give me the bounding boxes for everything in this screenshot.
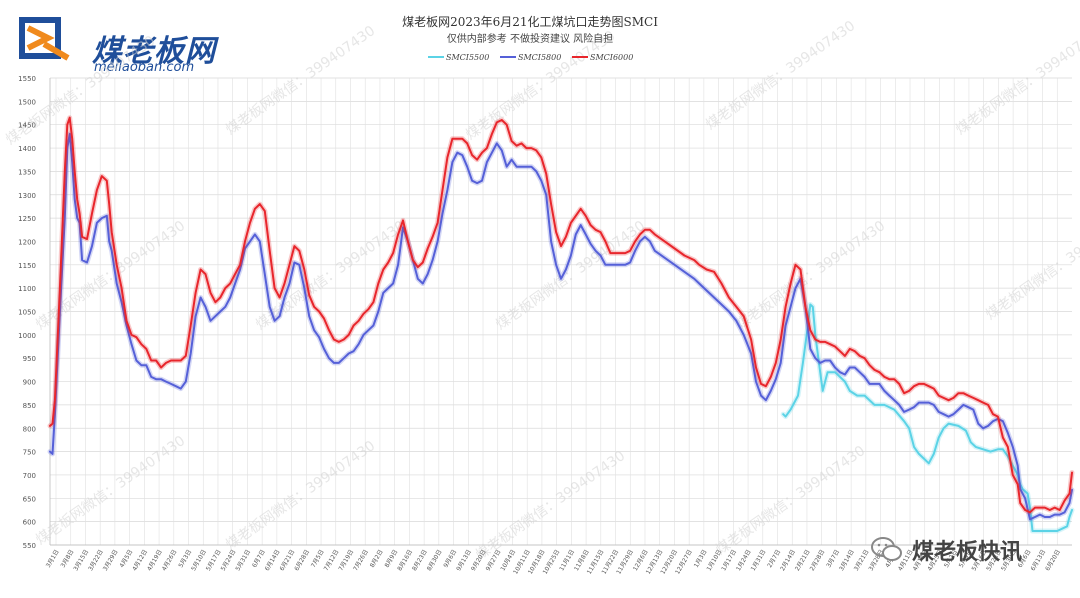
y-tick-label: 1400 (18, 145, 36, 153)
series-line-SMCI6000 (49, 116, 1073, 514)
y-tick-label: 1500 (18, 98, 36, 106)
y-tick-label: 600 (23, 519, 36, 527)
y-tick-label: 1200 (18, 238, 36, 246)
wechat-label: 煤老板快讯 (912, 540, 1023, 565)
chart-subtitle: 仅供内部参考 不做投资建议 风险自担 (447, 32, 613, 45)
logo-text: 煤老板网 (92, 34, 216, 69)
watermark-text: 煤老板网微信：399407430 (713, 443, 868, 558)
watermark-text: 煤老板网微信：399407430 (493, 218, 648, 333)
series-line-SMCI5800 (49, 133, 1073, 521)
y-tick-label: 900 (23, 379, 36, 387)
y-tick-label: 1300 (18, 192, 36, 200)
legend-label: SMCI6000 (590, 53, 633, 62)
logo: 煤老板网 meilaoban.com (18, 14, 238, 75)
watermark-text: 煤老板网微信：399407430 (983, 208, 1080, 323)
legend-label: SMCI5800 (518, 53, 561, 62)
watermark-text: 煤老板网微信：399407430 (3, 33, 158, 148)
y-axis: 550 600 650 700 750 800 850 900 950 1000 1050 1100 1… (18, 75, 36, 550)
y-tick-label: 700 (23, 472, 36, 480)
watermark-text: 煤老板网微信：399407430 (33, 433, 188, 548)
y-tick-label: 1150 (18, 262, 36, 270)
y-tick-label: 1000 (18, 332, 36, 340)
wechat-badge: 煤老板快讯 (870, 534, 1022, 566)
y-tick-label: 1100 (18, 285, 36, 293)
y-tick-label: 1550 (18, 75, 36, 83)
watermark-text: 煤老板网微信：399407430 (473, 448, 628, 563)
watermark-text: 煤老板网微信：399407430 (703, 18, 858, 133)
watermark-text: 煤老板网微信：399407430 (953, 23, 1080, 138)
y-tick-label: 1250 (18, 215, 36, 223)
y-tick-label: 1350 (18, 168, 36, 176)
y-tick-label: 1450 (18, 122, 36, 130)
y-tick-label: 550 (23, 542, 36, 550)
chart-grid (49, 77, 1072, 546)
y-tick-label: 650 (23, 495, 36, 503)
watermark-text: 煤老板网微信：399407430 (223, 438, 378, 553)
logo-mark-icon (19, 17, 70, 61)
watermark-text: 煤老板网微信：399407430 (223, 23, 378, 138)
y-tick-label: 800 (23, 425, 36, 433)
legend: SMCI5500 SMCI5800 SMCI6000 (428, 53, 633, 62)
legend-label: SMCI5500 (446, 53, 489, 62)
logo-url: meilaoban.com (94, 60, 195, 75)
series-line-SMCI5500 (782, 303, 1073, 532)
y-tick-label: 850 (23, 402, 36, 410)
watermark-text: 煤老板网微信：399407430 (463, 28, 618, 143)
y-tick-label: 950 (23, 355, 36, 363)
y-tick-label: 1050 (18, 309, 36, 317)
series-lines (47, 115, 1075, 534)
y-tick-label: 750 (23, 449, 36, 457)
chart-title: 煤老板网2023年6月21化工煤坑口走势图SMCI (402, 14, 658, 29)
wechat-icon (871, 537, 902, 561)
watermarks: 煤老板网微信：399407430 煤老板网微信：399407430 煤老板网微信：3… (3, 18, 1080, 563)
